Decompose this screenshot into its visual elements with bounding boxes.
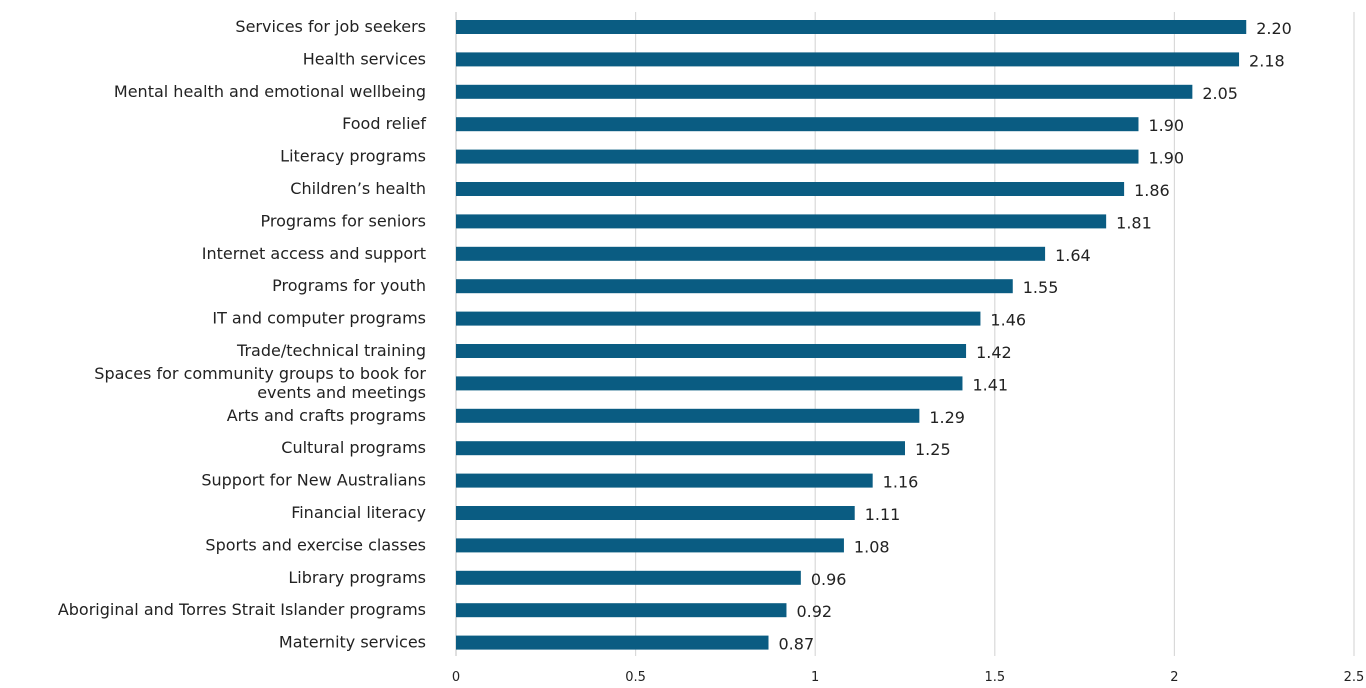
bar bbox=[456, 570, 801, 585]
value-label: 1.64 bbox=[1055, 246, 1091, 265]
bar bbox=[456, 441, 905, 456]
bar bbox=[456, 279, 1013, 294]
bar bbox=[456, 538, 844, 553]
value-label: 1.08 bbox=[854, 537, 890, 556]
value-label: 0.92 bbox=[796, 602, 832, 621]
category-label-line: Services for job seekers bbox=[235, 17, 426, 36]
category-label: Aboriginal and Torres Strait Islander pr… bbox=[58, 600, 426, 619]
bar bbox=[456, 182, 1125, 196]
category-label: Cultural programs bbox=[281, 438, 426, 457]
category-label: Sports and exercise classes bbox=[205, 535, 426, 554]
x-tick-label: 0.5 bbox=[625, 670, 646, 685]
gridlines bbox=[455, 12, 1355, 656]
value-label: 1.86 bbox=[1134, 181, 1170, 200]
bar bbox=[456, 344, 967, 358]
value-label: 1.46 bbox=[990, 311, 1026, 330]
category-label: Programs for seniors bbox=[261, 211, 426, 230]
value-label: 1.41 bbox=[972, 375, 1008, 394]
category-labels: Services for job seekers Health services M… bbox=[58, 17, 427, 652]
category-label: Financial literacy bbox=[291, 503, 426, 522]
category-label-line: Programs for youth bbox=[272, 276, 426, 295]
value-label: 1.90 bbox=[1148, 116, 1184, 135]
bar bbox=[456, 603, 787, 618]
category-label: Internet access and support bbox=[202, 244, 426, 263]
category-label: Literacy programs bbox=[280, 147, 426, 166]
value-label: 0.87 bbox=[779, 635, 815, 654]
category-label: Programs for youth bbox=[272, 276, 426, 295]
value-label: 1.42 bbox=[976, 343, 1012, 362]
category-label-line: Literacy programs bbox=[280, 147, 426, 166]
category-label-line: Maternity services bbox=[279, 633, 426, 652]
value-label: 1.29 bbox=[929, 408, 965, 427]
category-label-line: Library programs bbox=[288, 568, 426, 587]
category-label: Spaces for community groups to book for e… bbox=[94, 364, 426, 402]
category-label: Health services bbox=[303, 49, 426, 68]
category-label: Food relief bbox=[342, 114, 426, 133]
value-label: 0.96 bbox=[811, 570, 847, 589]
value-label: 1.55 bbox=[1023, 278, 1059, 297]
category-label: IT and computer programs bbox=[212, 309, 426, 328]
category-label-line: IT and computer programs bbox=[212, 309, 426, 328]
bar bbox=[456, 84, 1193, 99]
category-label: Arts and crafts programs bbox=[227, 406, 426, 425]
category-label-line: Mental health and emotional wellbeing bbox=[114, 82, 426, 101]
category-label-line: Support for New Australians bbox=[201, 471, 426, 490]
category-label: Support for New Australians bbox=[201, 471, 426, 490]
category-label: Mental health and emotional wellbeing bbox=[114, 82, 426, 101]
bars bbox=[456, 20, 1247, 650]
x-tick-label: 2.5 bbox=[1344, 670, 1365, 685]
category-label: Services for job seekers bbox=[235, 17, 426, 36]
value-label: 1.25 bbox=[915, 440, 951, 459]
category-label-line: Children’s health bbox=[290, 179, 426, 198]
category-label: Children’s health bbox=[290, 179, 426, 198]
category-label-line: Arts and crafts programs bbox=[227, 406, 426, 425]
value-label: 2.20 bbox=[1256, 19, 1292, 38]
value-label: 1.81 bbox=[1116, 213, 1152, 232]
bar bbox=[456, 246, 1046, 261]
category-label-line: Internet access and support bbox=[202, 244, 426, 263]
bar bbox=[456, 117, 1139, 132]
bar bbox=[456, 635, 769, 650]
x-tick-label: 0 bbox=[452, 670, 460, 685]
x-tick-label: 2 bbox=[1170, 670, 1178, 685]
category-label-line: Sports and exercise classes bbox=[205, 535, 426, 554]
category-label: Trade/technical training bbox=[236, 341, 426, 360]
category-label-line: Health services bbox=[303, 49, 426, 68]
category-label-line: Aboriginal and Torres Strait Islander pr… bbox=[58, 600, 426, 619]
category-label-line: Cultural programs bbox=[281, 438, 426, 457]
category-label-line: Food relief bbox=[342, 114, 426, 133]
value-label: 1.11 bbox=[865, 505, 901, 524]
category-label-line: Financial literacy bbox=[291, 503, 426, 522]
bar bbox=[456, 149, 1139, 164]
bar bbox=[456, 473, 873, 488]
category-label-line: Programs for seniors bbox=[261, 211, 426, 230]
bar bbox=[456, 506, 855, 520]
x-axis-tick-labels: 0 0.5 1 1.5 2 2.5 bbox=[452, 670, 1364, 685]
bar bbox=[456, 408, 920, 423]
bar bbox=[456, 20, 1247, 34]
bar bbox=[456, 311, 981, 326]
value-label: 1.16 bbox=[883, 473, 919, 492]
value-label: 2.05 bbox=[1202, 84, 1238, 103]
value-label: 2.18 bbox=[1249, 51, 1285, 70]
category-label-line: Trade/technical training bbox=[236, 341, 426, 360]
value-labels: 2.20 2.18 2.05 1.90 1.90 1.86 1.81 1.64 1.55 1.46… bbox=[779, 19, 1292, 654]
bar bbox=[456, 52, 1240, 67]
bar bbox=[456, 376, 963, 391]
x-tick-label: 1.5 bbox=[984, 670, 1005, 685]
x-tick-label: 1 bbox=[811, 670, 819, 685]
value-label: 1.90 bbox=[1148, 149, 1184, 168]
category-label: Library programs bbox=[288, 568, 426, 587]
category-label-line: events and meetings bbox=[257, 383, 426, 402]
category-label-line: Spaces for community groups to book for bbox=[94, 364, 426, 383]
category-label: Maternity services bbox=[279, 633, 426, 652]
bar bbox=[456, 214, 1107, 229]
